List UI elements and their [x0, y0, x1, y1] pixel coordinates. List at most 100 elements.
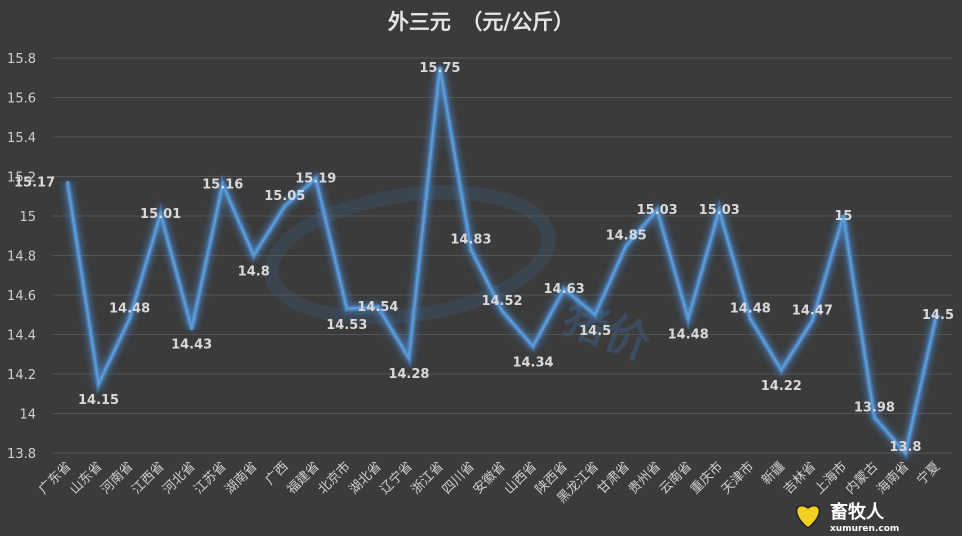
data-label: 14.83: [450, 233, 491, 248]
data-point: [562, 287, 566, 291]
data-point: [624, 244, 628, 248]
data-label: 15.03: [699, 203, 740, 218]
y-tick-label: 15.4: [7, 131, 36, 146]
y-tick-label: 14.2: [7, 368, 36, 383]
data-label: 15.75: [419, 61, 460, 76]
x-tick-label: 江苏省: [191, 459, 230, 498]
y-axis: 13.8 14 14.2 14.4 14.6 14.8 15 15.2 15.4 15.6 15.8: [7, 52, 36, 462]
data-label: 14.48: [109, 302, 150, 317]
x-tick-label: 江西省: [129, 459, 167, 497]
data-label: 15.19: [295, 171, 336, 186]
data-point: [221, 182, 225, 186]
data-point: [841, 214, 845, 218]
data-point: [97, 382, 101, 386]
x-tick-label: 重庆市: [687, 459, 726, 498]
data-point: [810, 319, 814, 323]
y-tick-label: 14: [19, 408, 36, 423]
x-tick-label: 海南省: [873, 459, 912, 498]
x-tick-label: 宁夏: [914, 459, 944, 489]
y-tick-label: 14.4: [7, 329, 36, 344]
x-tick-label: 山西省: [502, 459, 540, 497]
data-label: 14.15: [78, 393, 119, 408]
data-point: [66, 180, 70, 184]
chart-title: 外三元 （元/公斤）: [387, 10, 575, 34]
data-label: 14.63: [544, 282, 585, 297]
data-point: [314, 176, 318, 180]
x-tick-label: 福建省: [284, 459, 322, 497]
heart-logo-icon: [796, 505, 820, 529]
data-point: [686, 317, 690, 321]
y-tick-label: 14.8: [7, 250, 36, 265]
data-point: [748, 317, 752, 321]
data-point: [438, 66, 442, 70]
data-point: [934, 313, 938, 317]
x-tick-label: 四川省: [440, 459, 478, 497]
data-label: 14.48: [668, 328, 709, 343]
x-tick-label: 天津市: [718, 459, 757, 498]
x-tick-label: 上海市: [811, 459, 850, 498]
x-tick-label: 贵州省: [626, 459, 664, 497]
x-tick-label: 内蒙古: [842, 459, 881, 498]
data-label: 14.43: [171, 338, 212, 353]
data-label: 14.5: [579, 324, 611, 339]
data-label: 14.8: [238, 265, 270, 280]
data-point: [376, 305, 380, 309]
data-label: 14.34: [512, 355, 553, 370]
x-tick-label: 吉林省: [781, 459, 819, 497]
x-tick-label: 湖南省: [222, 459, 261, 498]
data-label: 14.47: [792, 304, 833, 319]
data-point: [252, 254, 256, 257]
logo-url: xumuren.com: [830, 524, 899, 534]
x-tick-label: 云南省: [656, 459, 695, 498]
y-tick-label: 15.8: [7, 52, 36, 67]
series-line: [64, 66, 940, 460]
data-label: 15.16: [202, 177, 243, 192]
y-tick-label: 14.6: [7, 289, 36, 304]
data-point: [345, 307, 349, 311]
series-line-path: [66, 67, 938, 456]
data-point: [469, 248, 473, 252]
watermark: 猪价: [264, 185, 656, 370]
data-label: 14.52: [481, 294, 522, 309]
grid: [52, 57, 952, 454]
x-tick-label: 浙江省: [409, 459, 447, 497]
data-label: 14.48: [730, 302, 771, 317]
series-line-glow: [64, 67, 940, 460]
data-point: [872, 415, 876, 419]
data-label: 15.17: [14, 175, 55, 190]
data-label: 14.5: [922, 308, 954, 323]
x-tick-label: 甘肃省: [595, 459, 633, 497]
data-label: 15.05: [264, 189, 305, 204]
logo-name: 畜牧人: [830, 501, 885, 523]
x-tick-label: 辽宁省: [377, 459, 416, 498]
x-tick-label: 湖北省: [346, 459, 384, 497]
y-tick-label: 15: [19, 210, 36, 225]
x-tick-label: 安徽省: [471, 459, 509, 497]
data-label: 13.8: [889, 440, 921, 455]
data-label: 14.22: [761, 379, 802, 394]
data-point: [779, 368, 783, 372]
data-point: [593, 313, 597, 317]
data-point: [531, 344, 535, 348]
data-label: 14.53: [326, 318, 367, 333]
y-tick-label: 15.2: [7, 171, 36, 186]
data-label: 15.01: [140, 207, 181, 222]
x-tick-label: 河北省: [160, 459, 198, 497]
data-point: [903, 451, 907, 455]
watermark-ring: [264, 185, 556, 325]
data-point: [500, 309, 504, 313]
x-tick-label: 北京市: [315, 459, 354, 498]
x-tick-label: 山东省: [67, 459, 105, 497]
data-point: [717, 208, 721, 212]
x-tick-label: 广东省: [36, 459, 74, 497]
site-logo: 畜牧人 xumuren.com: [796, 501, 899, 534]
data-labels: 15.17 14.15 14.48 15.01 14.43 15.16 14.8 15.05 1…: [14, 61, 954, 455]
y-tick-label: 15.6: [7, 92, 36, 107]
x-tick-label: 河南省: [98, 459, 137, 498]
data-label: 15.03: [637, 203, 678, 218]
data-label: 14.85: [606, 229, 647, 244]
data-point: [159, 212, 163, 216]
